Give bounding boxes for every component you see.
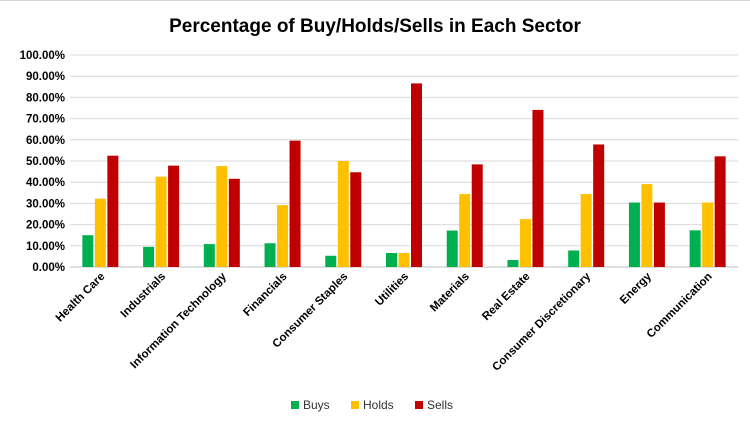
legend-item-holds: Holds: [351, 398, 394, 412]
bar-sells: [289, 140, 301, 267]
gridlines: [70, 54, 738, 268]
bar-buys: [689, 230, 701, 267]
bar-sells: [714, 156, 726, 267]
bar-sells: [532, 109, 544, 268]
bar-holds: [155, 176, 167, 267]
x-category-label: Industrials: [119, 271, 169, 321]
bar-buys: [203, 244, 215, 267]
y-tick-label: 30.00%: [26, 198, 65, 210]
bar-sells: [107, 155, 119, 267]
y-tick-label: 90.00%: [26, 71, 65, 83]
legend-label: Buys: [303, 398, 330, 412]
x-category-label: Health Care: [54, 271, 108, 325]
bar-holds: [216, 166, 228, 267]
x-category-label: Information Technology: [128, 270, 229, 371]
x-category-label: Financials: [241, 271, 289, 319]
bar-buys: [82, 235, 94, 267]
bar-sells: [350, 172, 362, 267]
bar-holds: [641, 184, 653, 267]
y-tick-label: 20.00%: [26, 220, 65, 232]
bar-holds: [459, 194, 471, 267]
y-axis-ticks: 0.00% 10.00% 20.00% 30.00% 40.00% 50.00% 60.00…: [20, 50, 65, 274]
legend: Buys Holds Sells: [291, 398, 453, 412]
bar-holds: [398, 253, 410, 267]
y-tick-label: 80.00%: [26, 92, 65, 104]
bar-buys: [143, 246, 155, 267]
x-category-label: Real Estate: [480, 271, 532, 323]
legend-swatch: [415, 401, 423, 409]
bar-buys: [568, 250, 580, 267]
bar-buys: [386, 253, 397, 267]
bar-sells: [593, 144, 605, 267]
y-tick-label: 50.00%: [26, 156, 65, 168]
bar-holds: [580, 194, 592, 267]
x-category-label: Materials: [428, 271, 472, 315]
y-tick-label: 60.00%: [26, 135, 65, 147]
bar-buys: [325, 255, 337, 267]
chart-title: Percentage of Buy/Holds/Sells in Each Se…: [169, 16, 581, 37]
bar-sells: [471, 164, 483, 267]
bar-sells: [411, 83, 422, 268]
bar-holds: [702, 202, 714, 267]
bar-holds: [337, 161, 349, 267]
bar-sells: [228, 178, 240, 267]
bar-buys: [264, 243, 276, 267]
y-tick-label: 100.00%: [20, 50, 65, 62]
bar-sells: [653, 202, 665, 267]
legend-swatch: [351, 401, 359, 409]
bar-holds: [519, 219, 531, 267]
y-tick-label: 70.00%: [26, 114, 65, 126]
legend-swatch: [291, 401, 299, 409]
bar-buys: [628, 202, 640, 267]
legend-label: Holds: [363, 398, 394, 412]
bar-holds: [277, 205, 289, 267]
y-tick-label: 10.00%: [26, 241, 65, 253]
bar-holds: [94, 198, 106, 267]
x-category-label: Consumer Discretionary: [490, 270, 593, 373]
legend-label: Sells: [427, 398, 453, 412]
y-tick-label: 40.00%: [26, 177, 65, 189]
legend-item-buys: Buys: [291, 398, 330, 412]
y-tick-label: 0.00%: [32, 262, 65, 274]
legend-item-sells: Sells: [415, 398, 453, 412]
x-category-label: Communication: [645, 271, 715, 341]
bar-buys: [507, 260, 519, 267]
bar-sells: [168, 165, 180, 267]
x-category-label: Utilities: [373, 271, 411, 309]
bars: [82, 83, 726, 268]
x-category-label: Energy: [618, 270, 654, 306]
bar-buys: [446, 230, 458, 267]
